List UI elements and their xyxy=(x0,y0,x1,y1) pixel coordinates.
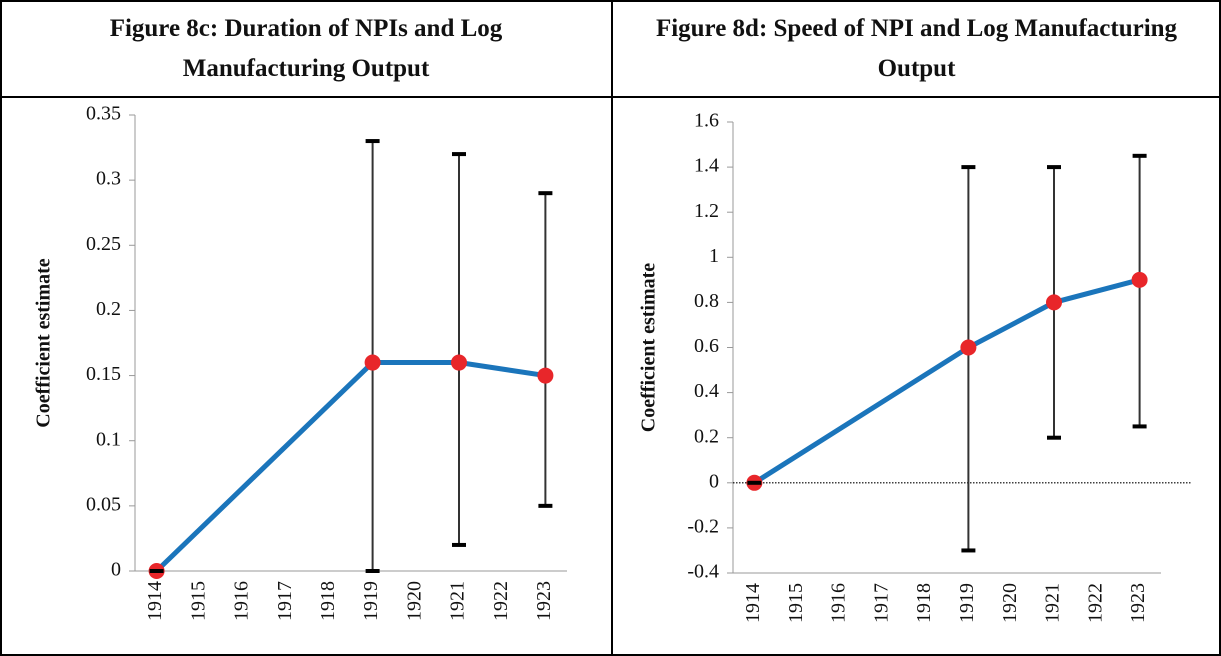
x-tick-label: 1917 xyxy=(870,583,892,623)
y-tick-label: 0.3 xyxy=(96,168,121,190)
line xyxy=(753,277,1141,485)
chart-title: Figure 8d: Speed of NPI and Log Manufact… xyxy=(655,15,1178,82)
x-tick-label: 1921 xyxy=(447,581,469,621)
x-tick-label: 1918 xyxy=(317,581,339,621)
y-tick-label: 0 xyxy=(111,559,121,581)
x-tick-label: 1917 xyxy=(274,581,296,621)
y-tick-label: 0.05 xyxy=(86,493,121,515)
marker xyxy=(451,354,467,371)
marker xyxy=(364,354,381,371)
y-tick-label: 0.4 xyxy=(694,380,719,402)
y-tick-label: 1.4 xyxy=(694,155,719,177)
y-tick-label: 0.6 xyxy=(694,335,719,357)
x-tick-label: 1916 xyxy=(828,583,850,623)
x-tick-label: 1920 xyxy=(403,581,425,621)
y-tick-label: 1.2 xyxy=(694,200,719,222)
x-tick-label: 1916 xyxy=(231,581,253,621)
y-tick-label: 0.2 xyxy=(96,298,121,320)
x-tick-label: 1921 xyxy=(1042,583,1064,623)
x-tick-label: 1919 xyxy=(956,583,978,623)
x-tick-label: 1915 xyxy=(187,581,209,621)
marker xyxy=(1131,271,1148,288)
y-tick-label: 0.1 xyxy=(96,428,121,450)
marker xyxy=(537,367,554,384)
marker xyxy=(1046,294,1062,311)
x-tick-label: 1919 xyxy=(360,581,382,621)
x-tick-label: 1923 xyxy=(533,581,555,621)
x-tick-label: 1920 xyxy=(999,583,1021,623)
x-tick-label: 1914 xyxy=(144,581,166,621)
y-axis-label: Coefficient estimate xyxy=(638,263,660,432)
y-tick-label: 1.6 xyxy=(694,110,719,132)
y-tick-label: 1 xyxy=(709,245,719,267)
y-tick-label: 0.15 xyxy=(86,363,121,385)
header-cell: Figure 8d: Speed of NPI and Log Manufact… xyxy=(655,15,1178,82)
x-tick-label: 1922 xyxy=(490,581,512,621)
y-tick-label: 0.2 xyxy=(694,425,719,447)
x-tick-label: 1922 xyxy=(1084,583,1106,623)
y-axis-label: Coefficient estimate xyxy=(33,258,55,427)
y-tick-label: 0.35 xyxy=(86,103,121,125)
line xyxy=(154,360,546,573)
chart-title: Figure 8c: Duration of NPIs and Log Manu… xyxy=(109,15,503,82)
y-tick-label: 0.8 xyxy=(694,290,719,312)
x-tick-label: 1918 xyxy=(913,583,935,623)
y-tick-label: -0.4 xyxy=(687,561,719,583)
y-tick-label: -0.2 xyxy=(687,515,719,537)
y-tick-label: 0.25 xyxy=(86,233,121,255)
marker xyxy=(960,339,977,356)
x-tick-label: 1915 xyxy=(785,583,807,623)
header-cell: Figure 8c: Duration of NPIs and Log Manu… xyxy=(109,15,503,82)
y-tick-label: 0 xyxy=(709,470,719,492)
x-tick-label: 1923 xyxy=(1127,583,1149,623)
x-tick-label: 1914 xyxy=(742,583,764,623)
